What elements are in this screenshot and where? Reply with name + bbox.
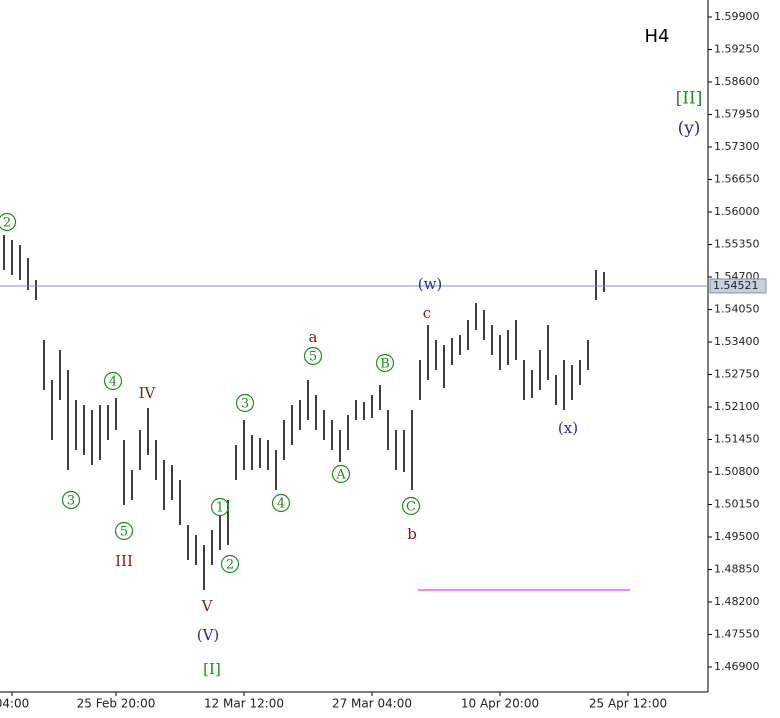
wave-label: 1 — [216, 501, 224, 516]
y-tick-label: 1.54050 — [714, 303, 760, 316]
y-tick-label: 1.56650 — [714, 173, 760, 186]
wave-label: 3 — [67, 494, 75, 509]
x-tick-label: 12 Mar 12:00 — [204, 697, 284, 711]
wave-label: (w) — [418, 275, 443, 293]
y-tick-label: 1.56000 — [714, 205, 760, 218]
wave-circle — [220, 554, 240, 574]
wave-label: [I] — [203, 660, 221, 678]
chart-title: H4 — [645, 26, 670, 47]
wave-label: III — [115, 552, 133, 570]
wave-label: (x) — [558, 419, 578, 437]
wave-label: A — [335, 468, 346, 483]
wave-circle — [303, 346, 323, 366]
y-tick-label: 1.52750 — [714, 368, 760, 381]
y-tick-label: 1.48850 — [714, 563, 760, 576]
wave-circle — [210, 497, 230, 517]
y-tick-label: 1.49500 — [714, 530, 760, 543]
y-tick-label: 1.47550 — [714, 628, 760, 641]
wave-circle — [61, 490, 81, 510]
x-tick-label: 25 Apr 12:00 — [589, 697, 667, 711]
y-tick-label: 1.51450 — [714, 433, 760, 446]
y-tick-label: 1.57950 — [714, 108, 760, 121]
wave-label: 5 — [120, 525, 128, 540]
y-tick-label: 1.50150 — [714, 498, 760, 511]
y-tick-label: 1.50800 — [714, 465, 760, 478]
wave-label: 2 — [3, 216, 11, 231]
wave-circle — [375, 353, 395, 373]
y-tick-label: 1.58600 — [714, 75, 760, 88]
wave-label: IV — [139, 384, 157, 402]
x-tick-label: 25 Feb 20:00 — [77, 697, 156, 711]
wave-circle — [331, 464, 351, 484]
y-tick-label: 1.55350 — [714, 238, 760, 251]
wave-label: [II] — [676, 89, 703, 109]
wave-label: 3 — [241, 397, 249, 412]
wave-circle — [235, 393, 255, 413]
wave-label: B — [380, 357, 390, 372]
wave-label: 4 — [109, 375, 117, 390]
wave-label: 5 — [309, 350, 317, 365]
current-price-label: 1.54521 — [713, 279, 759, 292]
wave-circle — [114, 521, 134, 541]
wave-label: c — [423, 304, 431, 322]
y-tick-label: 1.46900 — [714, 660, 760, 673]
wave-label: 2 — [226, 558, 234, 573]
wave-label: a — [309, 328, 318, 346]
x-tick-label: 04:00 — [0, 697, 29, 711]
wave-circle — [103, 371, 123, 391]
y-tick-label: 1.53400 — [714, 335, 760, 348]
y-tick-label: 1.57300 — [714, 140, 760, 153]
y-tick-label: 1.59250 — [714, 43, 760, 56]
current-price-box — [709, 278, 767, 294]
y-tick-label: 1.52100 — [714, 400, 760, 413]
wave-label: V — [201, 597, 214, 615]
y-tick-label: 1.48200 — [714, 595, 760, 608]
wave-label: b — [407, 525, 417, 543]
wave-label: (y) — [678, 119, 701, 139]
wave-circle — [271, 493, 291, 513]
wave-circle — [401, 496, 421, 516]
x-tick-label: 27 Mar 04:00 — [332, 697, 412, 711]
x-tick-label: 10 Apr 20:00 — [461, 697, 539, 711]
wave-label: 4 — [277, 497, 285, 512]
wave-circle — [0, 212, 17, 232]
wave-label: (V) — [197, 626, 220, 644]
y-tick-label: 1.59900 — [714, 10, 760, 23]
wave-label: C — [406, 500, 416, 515]
